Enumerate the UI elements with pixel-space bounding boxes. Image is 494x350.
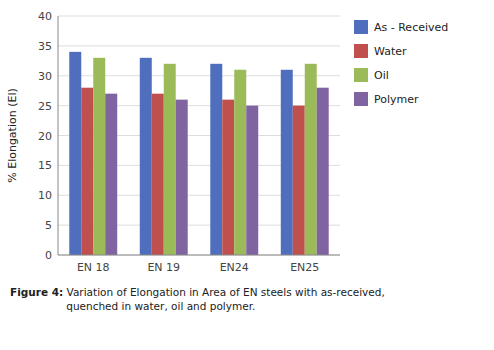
y-tick-label: 5 [45, 219, 52, 232]
y-tick-label: 40 [38, 10, 52, 23]
bars [69, 52, 328, 255]
legend-label: Oil [374, 69, 389, 82]
bar [140, 58, 152, 255]
x-tick-label: EN 19 [147, 261, 180, 274]
bar [152, 94, 164, 255]
x-tick-label: EN25 [290, 261, 319, 274]
legend-swatch [354, 68, 368, 82]
y-axis [58, 16, 59, 255]
legend-label: Water [374, 45, 407, 58]
y-tick-label: 30 [38, 70, 52, 83]
bar [69, 52, 81, 255]
y-tick-label: 0 [45, 249, 52, 262]
grid-line [58, 16, 340, 17]
caption-line: Variation of Elongation in Area of EN st… [63, 286, 385, 298]
bar [105, 94, 117, 255]
y-tick-label: 10 [38, 189, 52, 202]
legend-swatch [354, 92, 368, 106]
grid-line [58, 45, 340, 46]
caption-text: Variation of Elongation in Area of EN st… [63, 286, 385, 312]
caption-bold: Figure 4: [10, 286, 63, 298]
legend-label: As - Received [374, 21, 448, 34]
bar [234, 70, 246, 255]
grid-line [58, 255, 340, 256]
y-tick-label: 20 [38, 130, 52, 143]
bar [281, 70, 293, 255]
bar [246, 106, 258, 255]
x-axis [58, 255, 340, 256]
bar [210, 64, 222, 255]
y-tick-label: 15 [38, 159, 52, 172]
legend-swatch [354, 44, 368, 58]
bar [81, 88, 93, 255]
chart: 0 5 10 15 20 25 30 35 40 EN 18 EN 19 EN24 EN25 % Elon… [0, 0, 494, 350]
bar [93, 58, 105, 255]
bar [305, 64, 317, 255]
bar [222, 100, 234, 255]
legend-swatch [354, 20, 368, 34]
y-axis-label: % Elongation (El) [6, 88, 19, 183]
bar [164, 64, 176, 255]
bar [317, 88, 329, 255]
bar [176, 100, 188, 255]
x-tick-label: EN 18 [77, 261, 110, 274]
y-tick-label: 25 [38, 100, 52, 113]
caption-line: quenched in water, oil and polymer. [66, 300, 255, 312]
x-tick-label: EN24 [220, 261, 249, 274]
y-tick-label: 35 [38, 40, 52, 53]
bar [293, 106, 305, 255]
legend-label: Polymer [374, 93, 419, 106]
